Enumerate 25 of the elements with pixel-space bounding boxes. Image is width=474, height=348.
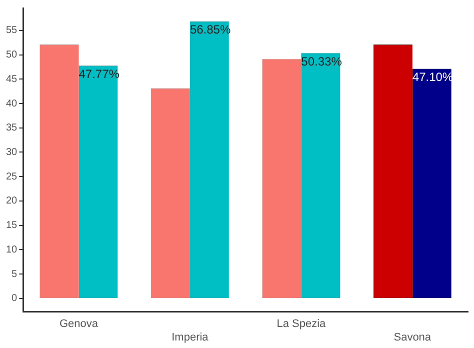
bar [151,88,190,298]
y-tick-label: 50 [6,50,18,61]
x-tick-label: La Spezia [276,318,327,330]
x-tick-label: Imperia [172,331,210,344]
y-tick-label: 45 [6,74,18,85]
y-tick-label: 15 [6,220,18,232]
bar [412,68,452,298]
y-tick-label: 40 [6,98,18,110]
y-tick-label: 55 [6,25,18,36]
y-tick-label: 30 [6,146,18,158]
bar [373,44,412,298]
y-tick-label: 5 [12,268,18,280]
data-label: 47.10% [412,70,454,84]
x-tick-label: Genova [59,318,99,330]
bar [190,21,229,298]
bar [78,66,118,298]
y-tick-label: 25 [6,171,18,182]
y-tick-label: 35 [6,122,18,134]
y-tick-label: 0 [12,293,18,304]
bar [301,53,340,298]
x-tick-label: Savona [394,331,432,344]
y-tick-label: 20 [6,196,18,207]
bar [262,59,302,298]
y-tick-label: 10 [6,244,18,256]
bar [40,44,79,298]
